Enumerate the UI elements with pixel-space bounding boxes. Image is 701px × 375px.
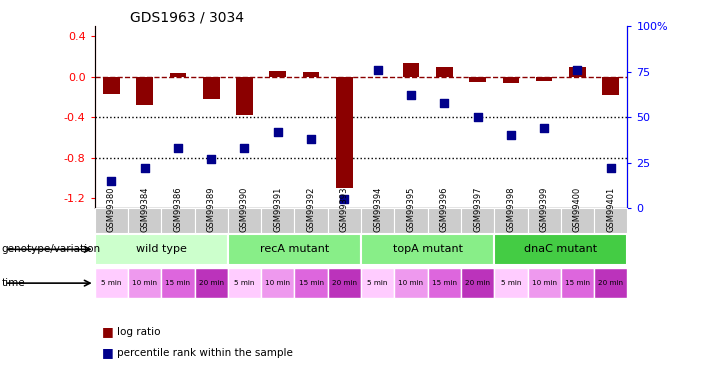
- Text: recA mutant: recA mutant: [260, 244, 329, 254]
- Text: topA mutant: topA mutant: [393, 244, 463, 254]
- FancyBboxPatch shape: [528, 268, 561, 298]
- FancyBboxPatch shape: [394, 268, 428, 298]
- FancyBboxPatch shape: [361, 234, 494, 265]
- Point: [605, 165, 616, 171]
- Text: GSM99380: GSM99380: [107, 186, 116, 232]
- Text: GSM99393: GSM99393: [340, 186, 349, 232]
- Text: GSM99384: GSM99384: [140, 186, 149, 232]
- Text: dnaC mutant: dnaC mutant: [524, 244, 597, 254]
- FancyBboxPatch shape: [461, 268, 494, 298]
- Text: ■: ■: [102, 346, 114, 359]
- Point: [572, 67, 583, 73]
- Text: 15 min: 15 min: [165, 280, 191, 286]
- Text: GSM99400: GSM99400: [573, 186, 582, 232]
- Text: percentile rank within the sample: percentile rank within the sample: [117, 348, 293, 357]
- Text: 5 min: 5 min: [367, 280, 388, 286]
- Text: GSM99397: GSM99397: [473, 186, 482, 232]
- Text: 5 min: 5 min: [501, 280, 521, 286]
- Text: GSM99395: GSM99395: [407, 186, 416, 232]
- Bar: [436, 67, 453, 77]
- Text: GSM99391: GSM99391: [273, 186, 283, 232]
- Text: time: time: [1, 278, 25, 288]
- FancyBboxPatch shape: [228, 234, 361, 265]
- Point: [106, 178, 117, 184]
- FancyBboxPatch shape: [195, 268, 228, 298]
- Text: genotype/variation: genotype/variation: [1, 244, 100, 254]
- Point: [439, 100, 450, 106]
- Text: log ratio: log ratio: [117, 327, 161, 337]
- Point: [405, 92, 416, 98]
- Point: [538, 125, 550, 131]
- Point: [239, 145, 250, 151]
- Bar: [602, 77, 619, 95]
- Text: 15 min: 15 min: [299, 280, 324, 286]
- Text: GSM99401: GSM99401: [606, 186, 615, 232]
- Text: GSM99398: GSM99398: [506, 186, 515, 232]
- FancyBboxPatch shape: [95, 234, 228, 265]
- Text: 10 min: 10 min: [265, 280, 290, 286]
- Text: GSM99394: GSM99394: [373, 186, 382, 232]
- FancyBboxPatch shape: [294, 268, 327, 298]
- Text: 5 min: 5 min: [234, 280, 254, 286]
- Text: GSM99399: GSM99399: [540, 186, 549, 232]
- FancyBboxPatch shape: [228, 268, 261, 298]
- FancyBboxPatch shape: [494, 234, 627, 265]
- FancyBboxPatch shape: [128, 268, 161, 298]
- Bar: [303, 72, 320, 77]
- Point: [372, 67, 383, 73]
- Bar: [236, 77, 253, 115]
- Text: 10 min: 10 min: [398, 280, 423, 286]
- FancyBboxPatch shape: [428, 268, 461, 298]
- Text: GSM99386: GSM99386: [173, 186, 182, 232]
- FancyBboxPatch shape: [161, 268, 195, 298]
- Point: [272, 129, 283, 135]
- FancyBboxPatch shape: [594, 268, 627, 298]
- Bar: [536, 77, 552, 81]
- Point: [339, 196, 350, 202]
- Bar: [269, 71, 286, 77]
- Bar: [569, 67, 586, 77]
- Bar: [203, 77, 219, 99]
- Text: 5 min: 5 min: [101, 280, 121, 286]
- Text: GSM99390: GSM99390: [240, 186, 249, 232]
- Text: 10 min: 10 min: [132, 280, 157, 286]
- Bar: [103, 77, 120, 94]
- Point: [306, 136, 317, 142]
- Text: 20 min: 20 min: [332, 280, 357, 286]
- Point: [472, 114, 483, 120]
- Text: 20 min: 20 min: [465, 280, 490, 286]
- Text: 10 min: 10 min: [531, 280, 557, 286]
- Text: GSM99396: GSM99396: [440, 186, 449, 232]
- Text: 15 min: 15 min: [565, 280, 590, 286]
- Text: ■: ■: [102, 326, 114, 338]
- FancyBboxPatch shape: [494, 268, 528, 298]
- Text: 15 min: 15 min: [432, 280, 457, 286]
- Bar: [336, 77, 353, 188]
- FancyBboxPatch shape: [261, 268, 294, 298]
- Bar: [170, 73, 186, 77]
- Text: 20 min: 20 min: [198, 280, 224, 286]
- FancyBboxPatch shape: [361, 268, 394, 298]
- Text: GSM99389: GSM99389: [207, 186, 216, 232]
- Text: 20 min: 20 min: [598, 280, 623, 286]
- Bar: [402, 63, 419, 77]
- FancyBboxPatch shape: [327, 268, 361, 298]
- Point: [172, 145, 184, 151]
- Point: [505, 132, 517, 138]
- Point: [139, 165, 150, 171]
- Point: [205, 156, 217, 162]
- Bar: [136, 77, 153, 105]
- FancyBboxPatch shape: [561, 268, 594, 298]
- Text: GSM99392: GSM99392: [306, 186, 315, 232]
- Bar: [469, 77, 486, 82]
- FancyBboxPatch shape: [95, 268, 128, 298]
- Bar: [503, 77, 519, 83]
- Text: wild type: wild type: [136, 244, 186, 254]
- Text: GDS1963 / 3034: GDS1963 / 3034: [130, 10, 244, 24]
